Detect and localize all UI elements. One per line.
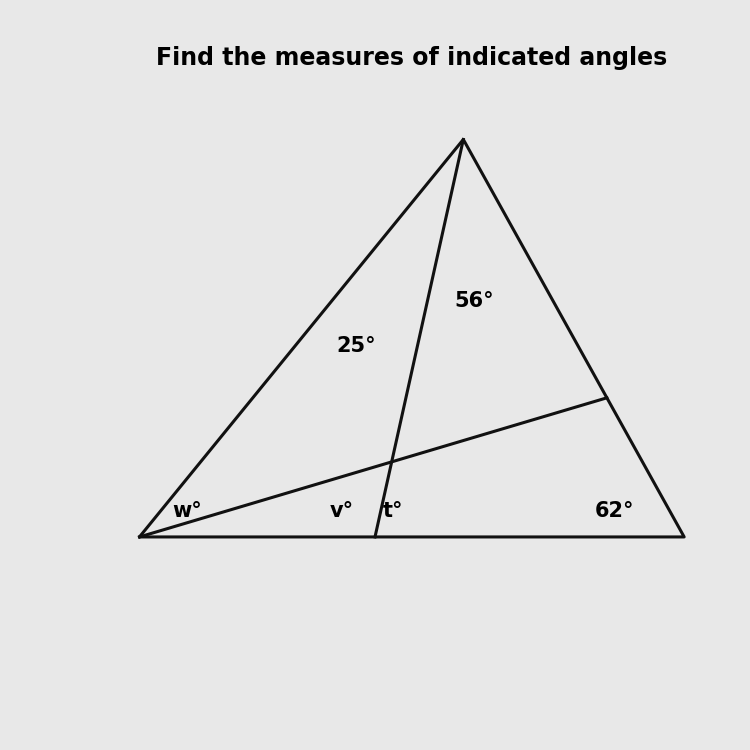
Text: 62°: 62° xyxy=(595,501,634,521)
Text: v°: v° xyxy=(330,501,354,521)
Text: 25°: 25° xyxy=(337,335,376,356)
Text: w°: w° xyxy=(172,501,202,521)
Text: 56°: 56° xyxy=(454,292,494,311)
Text: t°: t° xyxy=(383,501,404,521)
Text: Find the measures of indicated angles: Find the measures of indicated angles xyxy=(156,46,668,70)
